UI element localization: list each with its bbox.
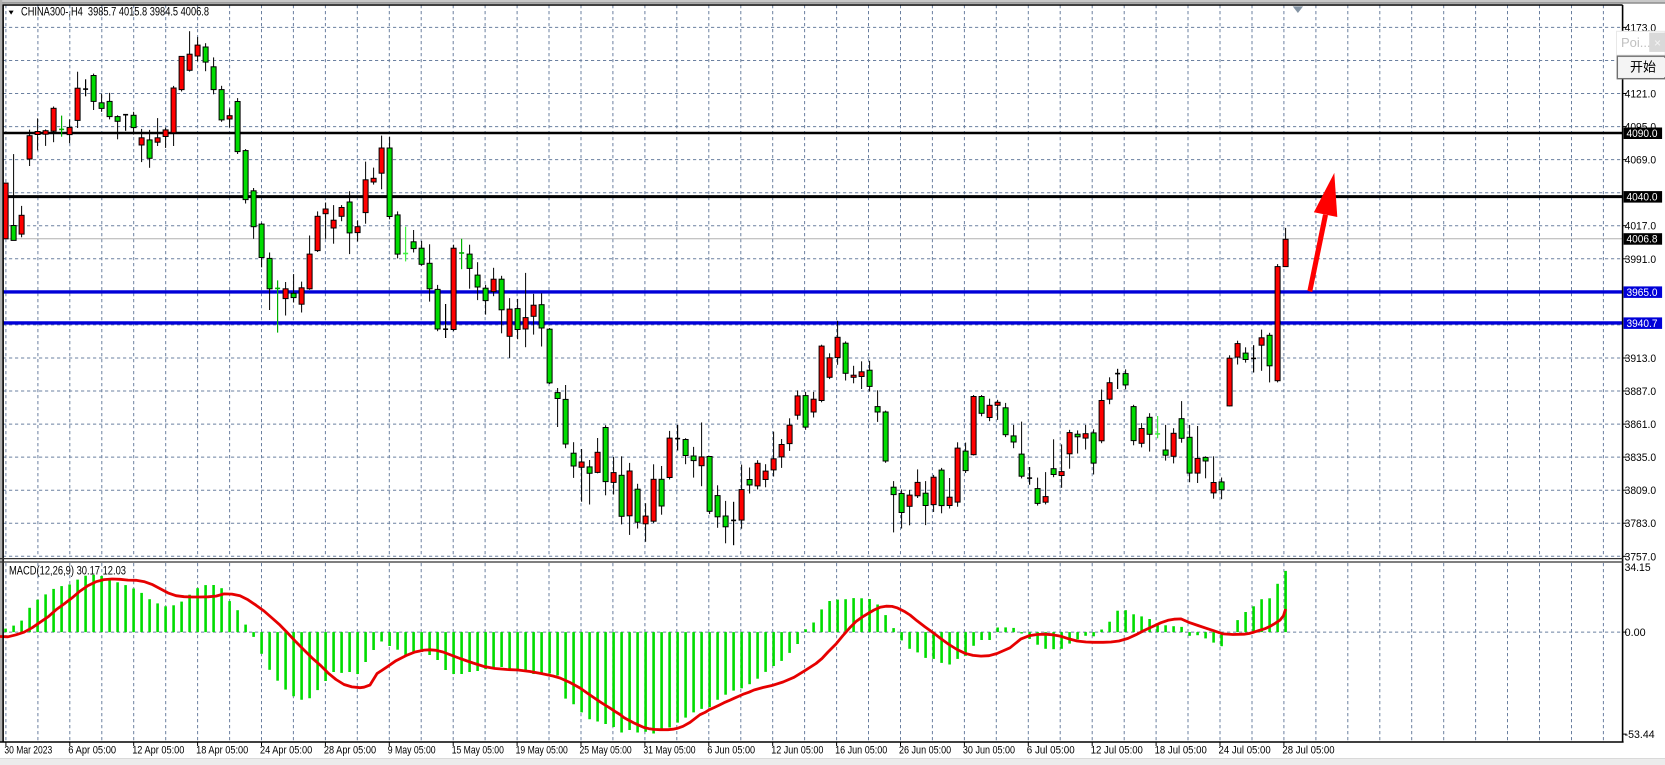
svg-text:4040.0: 4040.0	[1627, 192, 1658, 204]
svg-text:4090.0: 4090.0	[1627, 128, 1658, 140]
svg-text:30 Mar 2023: 30 Mar 2023	[4, 745, 52, 757]
svg-text:3991.0: 3991.0	[1625, 254, 1657, 266]
svg-text:4017.0: 4017.0	[1625, 221, 1657, 233]
svg-text:-53.44: -53.44	[1625, 729, 1655, 741]
svg-text:6 Apr 05:00: 6 Apr 05:00	[68, 745, 116, 757]
svg-text:28 Apr 05:00: 28 Apr 05:00	[324, 745, 376, 757]
svg-text:3809.0: 3809.0	[1625, 485, 1657, 497]
svg-text:3861.0: 3861.0	[1625, 419, 1657, 431]
svg-text:CHINA300-,H4 3985.7 4015.8 39: CHINA300-,H4 3985.7 4015.8 3984.5 4006.8	[21, 5, 209, 19]
svg-text:3757.0: 3757.0	[1625, 551, 1657, 563]
svg-text:6 Jul 05:00: 6 Jul 05:00	[1027, 745, 1075, 757]
svg-text:×: ×	[1654, 36, 1661, 50]
svg-text:15 May 05:00: 15 May 05:00	[452, 745, 504, 757]
svg-text:Poi...: Poi...	[1621, 35, 1651, 50]
svg-text:18 Apr 05:00: 18 Apr 05:00	[196, 745, 248, 757]
svg-text:3965.0: 3965.0	[1627, 287, 1658, 299]
svg-text:19 May 05:00: 19 May 05:00	[516, 745, 568, 757]
svg-text:26 Jun 05:00: 26 Jun 05:00	[899, 745, 951, 757]
svg-text:6 Jun 05:00: 6 Jun 05:00	[707, 745, 755, 757]
svg-text:12 Apr 05:00: 12 Apr 05:00	[132, 745, 184, 757]
svg-text:28 Jul 05:00: 28 Jul 05:00	[1282, 745, 1334, 757]
svg-text:开始: 开始	[1630, 60, 1656, 75]
svg-text:31 May 05:00: 31 May 05:00	[643, 745, 695, 757]
svg-text:4121.0: 4121.0	[1625, 89, 1657, 101]
svg-text:9 May 05:00: 9 May 05:00	[388, 745, 436, 757]
svg-text:12 Jun 05:00: 12 Jun 05:00	[771, 745, 823, 757]
svg-text:0.00: 0.00	[1625, 627, 1646, 639]
svg-text:4006.8: 4006.8	[1627, 234, 1658, 246]
svg-text:25 May 05:00: 25 May 05:00	[580, 745, 632, 757]
svg-text:30 Jun 05:00: 30 Jun 05:00	[963, 745, 1015, 757]
svg-text:34.15: 34.15	[1625, 562, 1651, 574]
svg-text:12 Jul 05:00: 12 Jul 05:00	[1091, 745, 1143, 757]
svg-text:24 Jul 05:00: 24 Jul 05:00	[1219, 745, 1271, 757]
svg-text:18 Jul 05:00: 18 Jul 05:00	[1155, 745, 1207, 757]
svg-text:3783.0: 3783.0	[1625, 518, 1657, 530]
svg-text:3913.0: 3913.0	[1625, 353, 1657, 365]
svg-text:3940.7: 3940.7	[1627, 318, 1658, 330]
svg-text:16 Jun 05:00: 16 Jun 05:00	[835, 745, 887, 757]
svg-text:MACD(12,26,9) 30.17 12.03: MACD(12,26,9) 30.17 12.03	[9, 566, 126, 578]
svg-text:4069.0: 4069.0	[1625, 155, 1657, 167]
svg-text:3887.0: 3887.0	[1625, 386, 1657, 398]
svg-text:24 Apr 05:00: 24 Apr 05:00	[260, 745, 312, 757]
svg-text:3835.0: 3835.0	[1625, 452, 1657, 464]
